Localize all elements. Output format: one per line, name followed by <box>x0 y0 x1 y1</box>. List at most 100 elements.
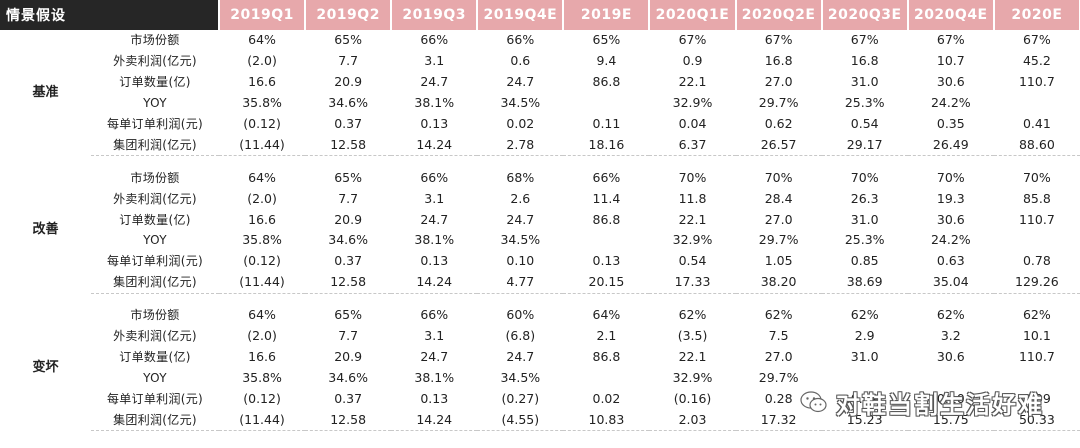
value-cell: 34.6% <box>328 369 368 385</box>
value-cell: 35.8% <box>242 369 282 385</box>
value-cell: 32.9% <box>672 95 713 111</box>
value-cell: 0.85 <box>850 253 879 269</box>
row-label: 市场份额 <box>130 308 180 323</box>
period-header: 2019Q2 <box>305 0 393 30</box>
value-cell: 10.7 <box>936 53 965 69</box>
value-cell: (4.55) <box>477 409 564 432</box>
value-cell: 86.8 <box>592 211 621 227</box>
row-label: 每单订单利润(元) <box>106 117 204 131</box>
row-label: 外卖利润(亿元) <box>113 191 197 206</box>
table-row: 订单数量(亿) 16.6 20.9 24.7 24.7 86.8 22.1 27.0 31.0 3… <box>0 346 1080 367</box>
value-cell: 29.7% <box>758 369 799 385</box>
value-cell: 66% <box>420 307 449 323</box>
value-cell: 15.23 <box>821 409 908 432</box>
value-cell: 24.7 <box>420 211 449 227</box>
value-cell: 70% <box>850 169 879 185</box>
value-cell: 29.7% <box>758 95 799 111</box>
period-header: 2019E <box>563 0 651 30</box>
period-header: 2020Q2E <box>735 0 823 30</box>
value-cell: 67% <box>678 32 707 48</box>
value-cell: (0.27) <box>501 390 540 406</box>
value-cell: (0.12) <box>243 116 281 131</box>
value-cell: 67% <box>764 32 793 48</box>
value-cell: 10.83 <box>563 409 650 432</box>
scenario-name: 改善 <box>32 222 59 238</box>
value-cell: 16.6 <box>248 211 276 227</box>
value-cell: 0.11 <box>592 116 621 131</box>
table-row: 基准 市场份额 64% 65% 66% 66% 65% 67% 67% 67% 67% 67% <box>0 30 1080 99</box>
value-cell: 0.02 <box>592 390 621 406</box>
value-cell: 35.8% <box>242 232 282 248</box>
value-cell <box>563 367 649 388</box>
value-cell: (0.12) <box>243 390 281 406</box>
value-cell: 34.5% <box>500 369 541 385</box>
value-cell: 38.1% <box>414 95 455 111</box>
value-cell <box>994 93 1080 114</box>
value-cell: 24.7 <box>506 211 535 227</box>
value-cell: 62% <box>850 307 879 323</box>
row-label: YOY <box>143 233 167 248</box>
value-cell: 34.5% <box>500 95 541 111</box>
value-cell: 12.58 <box>305 409 392 432</box>
watermark: 对鞋当割生活好难 <box>800 380 1070 424</box>
value-cell: 20.9 <box>334 348 363 364</box>
value-cell: 65% <box>334 169 363 185</box>
value-cell: 0.41 <box>1022 116 1051 131</box>
value-cell: 24.7 <box>420 348 449 364</box>
value-cell: 0.35 <box>936 116 965 131</box>
value-cell: 0.10 <box>936 390 965 406</box>
value-cell: 26.3 <box>850 190 879 206</box>
spacer-cell <box>0 156 1080 168</box>
value-cell: 34.5% <box>500 232 541 248</box>
period-header: 2019Q3 <box>391 0 479 30</box>
value-cell: 12.58 <box>305 271 392 294</box>
value-cell: 27.0 <box>764 74 793 90</box>
table-row: 每单订单利润(元) (0.12) 0.37 0.13 0.10 0.13 0.54 1.05 0… <box>0 251 1080 272</box>
table-row: YOY 35.8% 34.6% 38.1% 34.5% 32.9% 29.7% 25.3% 24… <box>0 230 1080 251</box>
value-cell: 38.1% <box>414 369 455 385</box>
table-row: 订单数量(亿) 16.6 20.9 24.7 24.7 86.8 22.1 27.0 31.0 3… <box>0 209 1080 230</box>
row-label: 订单数量(亿) <box>119 212 191 227</box>
value-cell: 0.09 <box>850 390 879 406</box>
period-header: 2020E <box>993 0 1080 30</box>
value-cell: 14.24 <box>391 409 478 432</box>
value-cell: 60% <box>506 307 535 323</box>
value-cell: 64% <box>248 32 276 48</box>
value-cell: 1.05 <box>764 253 793 269</box>
value-cell: 12.58 <box>305 134 392 157</box>
value-cell: 20.15 <box>563 271 650 294</box>
table-row: 外卖利润(亿元) (2.0) 7.7 3.1 0.6 9.4 0.9 16.8 16.8 10.7… <box>0 51 1080 72</box>
value-cell <box>994 230 1080 251</box>
value-cell: 62% <box>764 307 793 323</box>
value-cell: 0.02 <box>506 116 535 131</box>
value-cell: 7.5 <box>768 328 789 344</box>
value-cell: 0.6 <box>510 53 531 69</box>
row-label: 集团利润(亿元) <box>91 271 219 294</box>
row-label: 集团利润(亿元) <box>91 409 219 432</box>
value-cell: 20.9 <box>334 74 363 90</box>
value-cell: 0.63 <box>936 253 965 269</box>
value-cell: 22.1 <box>678 348 707 364</box>
value-cell: 38.20 <box>735 271 822 294</box>
table-row: 集团利润(亿元) (11.44) 12.58 14.24 (4.55) 10.83 2.03… <box>0 409 1080 432</box>
value-cell: 18.16 <box>563 134 650 157</box>
value-cell: 0.62 <box>764 116 793 131</box>
value-cell: (2.0) <box>247 328 277 344</box>
value-cell: 66% <box>506 32 535 48</box>
value-cell: 7.7 <box>338 190 359 206</box>
value-cell: 25.3% <box>844 232 885 248</box>
value-cell: 85.8 <box>1022 190 1051 206</box>
value-cell: 3.1 <box>424 53 445 69</box>
value-cell: 0.10 <box>506 253 535 269</box>
value-cell: 110.7 <box>1018 74 1055 90</box>
value-cell: 68% <box>506 169 535 185</box>
value-cell: 11.4 <box>592 190 621 206</box>
value-cell: 0.04 <box>678 116 707 131</box>
group-spacer <box>0 156 1080 168</box>
value-cell: 86.8 <box>592 348 621 364</box>
value-cell: 16.6 <box>248 348 276 364</box>
value-cell: 27.0 <box>764 211 793 227</box>
value-cell: 65% <box>334 32 363 48</box>
value-cell: 0.13 <box>420 116 449 131</box>
value-cell: 32.9% <box>672 232 713 248</box>
